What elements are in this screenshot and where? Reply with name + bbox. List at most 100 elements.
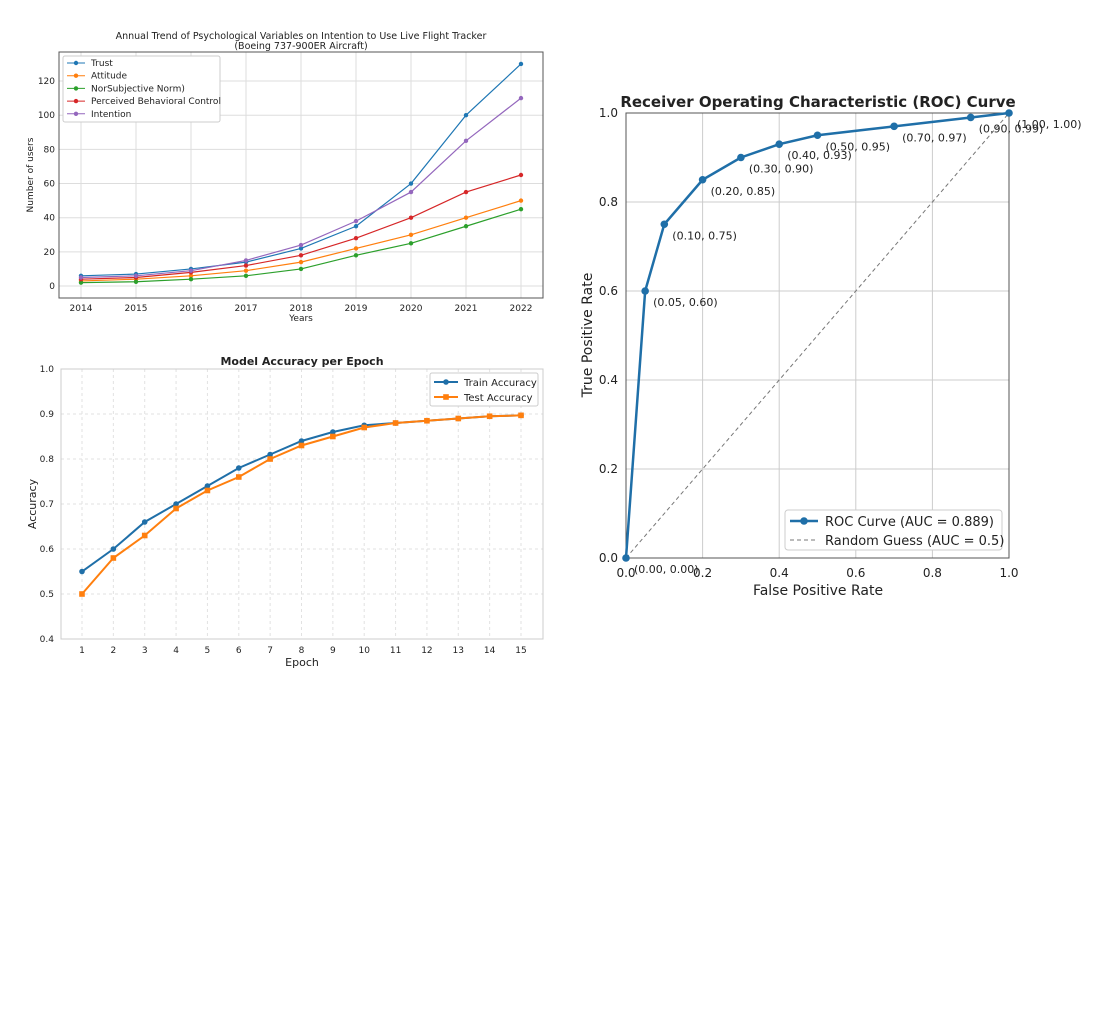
chart-trend: Annual Trend of Psychological Variables …	[26, 31, 544, 324]
data-point	[408, 215, 414, 220]
y-tick-label: 1.0	[40, 365, 55, 375]
plot-frame	[625, 112, 1010, 559]
x-tick-label: 5	[205, 646, 211, 656]
data-point	[463, 113, 469, 118]
x-axis-label: Epoch	[285, 656, 319, 669]
data-point	[188, 273, 194, 278]
data-point	[204, 487, 211, 494]
x-tick-label: 7	[267, 646, 273, 656]
data-label: (1.00, 1.00)	[1017, 118, 1082, 131]
data-point	[78, 280, 84, 285]
data-point	[298, 253, 304, 258]
data-point	[188, 277, 194, 282]
legend-marker	[73, 98, 79, 104]
data-point	[518, 95, 524, 101]
data-point	[775, 140, 783, 148]
data-point	[518, 172, 524, 178]
x-tick-label: 0.8	[923, 566, 942, 580]
y-tick-label: 1.0	[599, 106, 618, 120]
data-point	[173, 505, 179, 512]
data-point	[361, 424, 368, 431]
chart-subtitle: (Boeing 737-900ER Aircraft)	[234, 41, 367, 52]
x-tick-label: 0.0	[616, 566, 635, 580]
data-point	[330, 429, 336, 435]
data-label: (0.70, 0.97)	[902, 131, 967, 144]
data-point	[408, 241, 414, 246]
x-tick-label: 2	[110, 646, 116, 656]
data-point	[353, 253, 359, 258]
legend-label: NorSubjective Norm)	[91, 84, 185, 94]
x-tick-label: 2017	[235, 304, 258, 314]
legend-marker	[73, 73, 79, 78]
data-point	[188, 268, 194, 273]
chart-title: Model Accuracy per Epoch	[220, 355, 383, 368]
data-point	[463, 215, 469, 220]
legend-label: Random Guess (AUC = 0.5)	[825, 534, 1004, 549]
x-tick-label: 12	[421, 646, 432, 656]
data-point	[353, 246, 359, 251]
data-point	[110, 546, 117, 552]
data-point	[424, 417, 430, 424]
data-point	[518, 412, 524, 419]
data-point	[243, 263, 249, 268]
data-point	[392, 420, 399, 426]
data-label: (0.05, 0.60)	[653, 296, 718, 309]
data-label: (0.40, 0.93)	[787, 149, 852, 162]
data-point	[408, 232, 414, 237]
x-axis-label: Years	[288, 314, 313, 324]
data-point	[518, 206, 524, 212]
x-tick-label: 2019	[345, 304, 368, 314]
data-point	[298, 259, 304, 265]
x-tick-label: 2022	[510, 304, 533, 314]
data-point	[408, 181, 414, 186]
data-point	[141, 532, 148, 539]
data-point	[737, 153, 745, 162]
data-point	[660, 220, 669, 229]
y-tick-label: 80	[44, 145, 56, 155]
random-guess-line	[625, 112, 1010, 559]
legend-label: Intention	[91, 110, 131, 120]
x-tick-label: 2018	[290, 304, 313, 314]
x-axis-label: False Positive Rate	[753, 583, 883, 599]
data-point	[463, 189, 469, 195]
data-point	[486, 413, 493, 420]
data-point	[463, 224, 469, 229]
y-tick-label: 100	[38, 111, 55, 121]
data-point	[243, 268, 249, 273]
data-point	[298, 246, 304, 251]
y-tick-label: 0.5	[40, 590, 54, 600]
legend-label: Perceived Behavioral Control	[91, 97, 221, 107]
y-tick-label: 0.0	[599, 551, 618, 565]
x-tick-label: 2021	[455, 304, 478, 314]
plot-frame	[60, 368, 544, 640]
data-point	[353, 224, 359, 229]
y-tick-label: 0.9	[40, 410, 55, 420]
legend-label: Trust	[90, 59, 113, 69]
data-point	[133, 279, 139, 284]
data-point	[235, 474, 242, 480]
x-tick-label: 9	[330, 646, 336, 656]
data-point	[641, 287, 649, 295]
data-point	[1005, 109, 1013, 117]
data-point	[463, 138, 469, 144]
chart-roc: Receiver Operating Characteristic (ROC) …	[580, 93, 1082, 599]
y-tick-label: 0.6	[599, 284, 618, 298]
data-point	[353, 236, 359, 241]
y-tick-label: 60	[44, 180, 56, 190]
data-point	[133, 273, 139, 278]
data-point	[890, 122, 898, 131]
x-tick-label: 1	[79, 646, 85, 656]
y-tick-label: 0.8	[40, 455, 55, 465]
x-tick-label: 4	[173, 646, 179, 656]
legend-box	[62, 55, 221, 123]
data-point	[813, 131, 822, 140]
chart-title: Receiver Operating Characteristic (ROC) …	[620, 93, 1015, 111]
legend-label: ROC Curve (AUC = 0.889)	[825, 515, 994, 530]
data-label: (0.90, 0.99)	[979, 122, 1044, 135]
plot-frame	[58, 51, 544, 299]
legend-marker	[73, 111, 79, 117]
data-point	[408, 189, 414, 195]
data-point	[298, 266, 304, 272]
